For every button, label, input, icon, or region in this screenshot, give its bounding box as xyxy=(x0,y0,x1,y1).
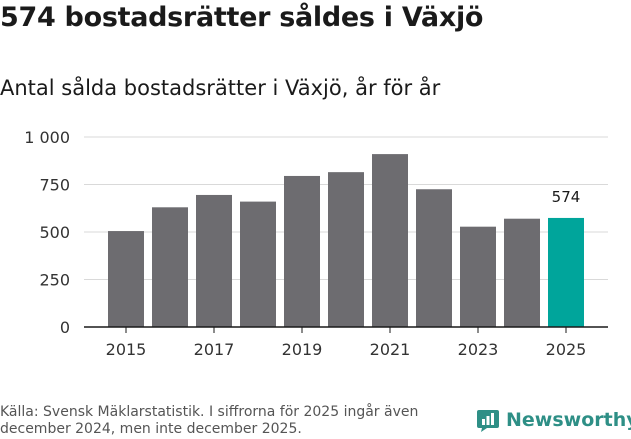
y-tick-label: 0 xyxy=(60,318,70,337)
bar-2019 xyxy=(284,175,320,327)
axes xyxy=(84,326,608,333)
bar-2025 xyxy=(548,217,584,327)
bar-2024 xyxy=(504,218,540,327)
bar-2022 xyxy=(416,189,452,327)
source-note: Källa: Svensk Mäklarstatistik. I siffror… xyxy=(0,404,419,437)
x-tick-label: 2023 xyxy=(458,340,499,359)
x-tick-label: 2021 xyxy=(370,340,411,359)
bar-2021 xyxy=(372,154,408,327)
y-tick-label: 750 xyxy=(39,176,70,195)
headline: 574 bostadsrätter såldes i Växjö xyxy=(0,2,484,33)
x-tick-label: 2019 xyxy=(282,340,323,359)
bar-2018 xyxy=(240,201,276,327)
bar-2015 xyxy=(108,231,144,327)
brand-name: Newsworthy xyxy=(506,409,631,431)
newsworthy-logo-icon xyxy=(477,410,499,432)
y-tick-label: 1 000 xyxy=(24,128,70,147)
y-tick-label: 250 xyxy=(39,271,70,290)
bar-chart: 0 250 500 750 1 000 2015 2017 2019 2021 2023 2025 5… xyxy=(24,128,608,359)
bar-2017 xyxy=(196,194,232,327)
x-tick-label: 2025 xyxy=(546,340,587,359)
newsworthy-brand[interactable]: Newsworthy xyxy=(476,408,631,432)
bar-2023 xyxy=(460,226,496,327)
y-tick-label: 500 xyxy=(39,223,70,242)
x-tick-label: 2015 xyxy=(106,340,147,359)
data-label-2025: 574 xyxy=(552,188,581,206)
bars xyxy=(108,154,584,327)
bar-2016 xyxy=(152,207,188,327)
labels: 0 250 500 750 1 000 2015 2017 2019 2021 2023 2025 5… xyxy=(24,128,586,359)
chart-subtitle: Antal sålda bostadsrätter i Växjö, år fö… xyxy=(0,76,441,100)
bar-2020 xyxy=(328,172,364,327)
x-tick-label: 2017 xyxy=(194,340,235,359)
